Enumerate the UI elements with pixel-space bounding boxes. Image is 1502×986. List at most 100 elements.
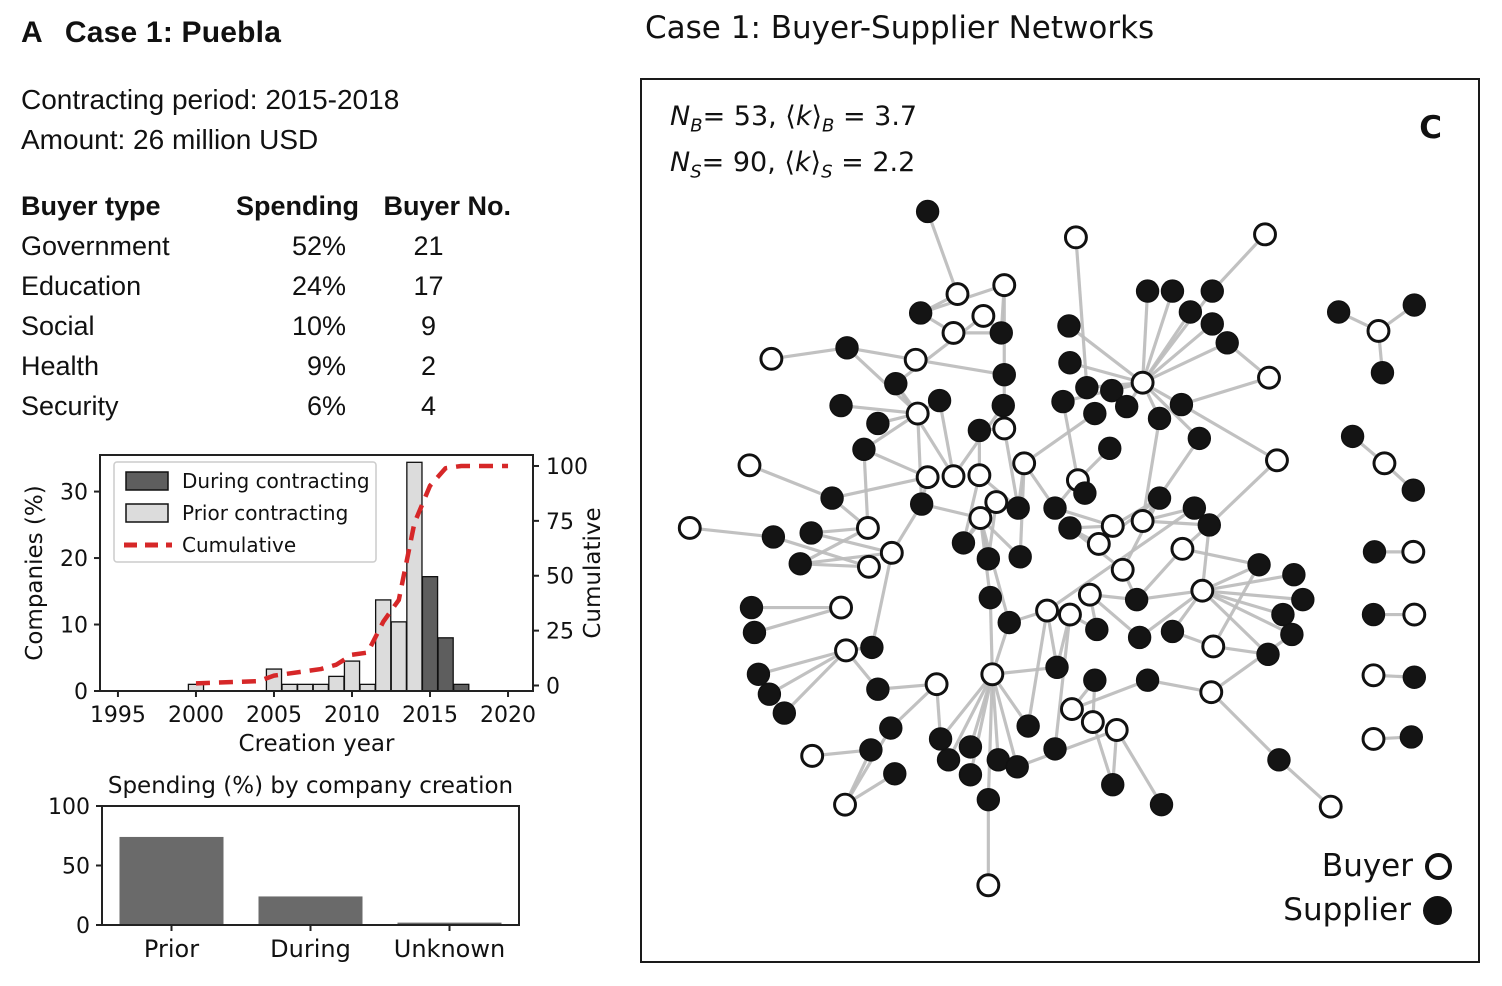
network-node-buyer: [1130, 509, 1155, 533]
network-node-buyer: [879, 540, 904, 565]
network-node-supplier: [1178, 300, 1203, 324]
bar: [258, 896, 363, 925]
network-node-supplier: [1160, 279, 1185, 303]
network-node-buyer: [992, 416, 1017, 441]
network-node-supplier: [757, 682, 782, 706]
header-buyer-no: Buyer No.: [383, 190, 511, 221]
network-node-supplier: [835, 336, 859, 360]
network-node-supplier: [1135, 668, 1160, 692]
svg-text:During contracting: During contracting: [182, 469, 370, 493]
network-node-supplier: [1005, 755, 1029, 779]
network-node-supplier: [997, 610, 1021, 635]
network-node-supplier: [1271, 602, 1295, 627]
svg-text:2015: 2015: [402, 703, 458, 728]
svg-text:50: 50: [62, 855, 90, 880]
network-node-supplier: [1280, 622, 1304, 647]
network-node-buyer: [1372, 451, 1397, 476]
network-node-supplier: [866, 677, 890, 701]
cell: Health: [21, 350, 100, 381]
buyer-type-table: Buyer type Spending Buyer No. Government…: [21, 186, 521, 426]
network-node-buyer: [1253, 222, 1277, 247]
panel-a-title: Case 1: Puebla: [64, 16, 282, 49]
network-node-buyer: [1401, 539, 1426, 564]
contract-info: Contracting period: 2015-2018 Amount: 26…: [21, 80, 399, 160]
svg-text:25: 25: [546, 620, 574, 645]
cell: 9: [420, 310, 437, 341]
network-node-buyer: [856, 554, 881, 579]
cell: 2: [420, 350, 437, 381]
panel-c-title: Case 1: Buyer-Supplier Networks: [645, 10, 1155, 46]
network-node-buyer: [903, 347, 928, 372]
network-node-supplier: [1124, 587, 1149, 612]
network-node-supplier: [1051, 389, 1075, 414]
network-node-buyer: [1265, 448, 1289, 473]
svg-text:10: 10: [60, 614, 88, 639]
svg-text:2020: 2020: [480, 703, 536, 728]
network-node-supplier: [1149, 792, 1174, 817]
network-node-supplier: [820, 486, 844, 510]
network-node-buyer: [829, 595, 853, 620]
network-node-supplier: [1057, 314, 1081, 338]
network-node-buyer: [971, 304, 996, 328]
network-node-supplier: [1160, 619, 1185, 644]
svg-text:During: During: [270, 935, 351, 963]
network-node-supplier: [1362, 540, 1387, 564]
network-node-buyer: [1318, 794, 1343, 819]
legend-buyer-label: Buyer: [1321, 848, 1413, 884]
network-node-supplier: [1256, 642, 1280, 667]
network-node-supplier: [927, 388, 952, 413]
network-node-supplier: [746, 662, 771, 686]
table-row: Education 24% 17: [21, 266, 521, 306]
network-node-buyer: [967, 463, 992, 488]
network-node-buyer: [905, 401, 930, 426]
network-node-supplier: [1075, 375, 1099, 400]
network-node-buyer: [992, 273, 1017, 298]
network-node-supplier: [1101, 773, 1125, 797]
network-node-supplier: [1045, 655, 1069, 679]
network-node-supplier: [1282, 563, 1306, 587]
network-node-buyer: [833, 792, 857, 817]
cell: Security: [21, 390, 119, 421]
network-node-buyer: [1201, 634, 1226, 659]
network-node-supplier: [967, 418, 992, 443]
network-node-buyer: [1199, 680, 1224, 705]
network-node-buyer: [968, 506, 993, 530]
header-buyer-type: Buyer type: [21, 190, 161, 221]
network-node-supplier: [1370, 361, 1395, 385]
table-row: Social 10% 9: [21, 306, 521, 346]
network-node-supplier: [1085, 617, 1109, 642]
network-node-supplier: [859, 738, 883, 762]
network-node-buyer: [980, 662, 1005, 687]
table-row: Security 6% 4: [21, 386, 521, 426]
network-node-supplier: [860, 635, 884, 660]
network-panel: NB= 53, ⟨k⟩B = 3.7 NS= 90, ⟨k⟩S = 2.2 C …: [640, 78, 1480, 963]
network-node-supplier: [1401, 478, 1426, 502]
table-header-row: Buyer type Spending Buyer No.: [21, 186, 521, 226]
network-node-supplier: [866, 411, 890, 436]
network-node-buyer: [1257, 365, 1281, 390]
svg-text:100: 100: [546, 455, 588, 480]
table-row: Government 52% 21: [21, 226, 521, 266]
network-node-buyer: [1035, 598, 1060, 623]
network-node-supplier: [1197, 513, 1221, 537]
network-node-buyer: [924, 672, 949, 697]
network-node-supplier: [1016, 714, 1040, 738]
network-nodes: [677, 199, 1427, 898]
network-node-supplier: [1147, 486, 1172, 510]
network-node-supplier: [1326, 300, 1351, 324]
network-node-supplier: [761, 525, 786, 549]
network-node-buyer: [945, 282, 970, 307]
network-node-supplier: [879, 716, 903, 740]
cell: 9%: [306, 350, 346, 381]
network-node-buyer: [1063, 225, 1088, 250]
network-node-supplier: [958, 735, 983, 759]
network-node-buyer: [1012, 451, 1037, 476]
svg-text:Prior: Prior: [144, 935, 199, 963]
panel-a-header: A Case 1: Puebla: [21, 16, 281, 50]
network-node-supplier: [1361, 602, 1386, 627]
network-node-supplier: [976, 547, 1001, 571]
network-node-supplier: [1169, 392, 1194, 417]
creation-year-histogram: 1995 2000 2005 2010 2015 2020 Creation year 0 10…: [20, 448, 620, 760]
network-node-supplier: [742, 620, 767, 645]
